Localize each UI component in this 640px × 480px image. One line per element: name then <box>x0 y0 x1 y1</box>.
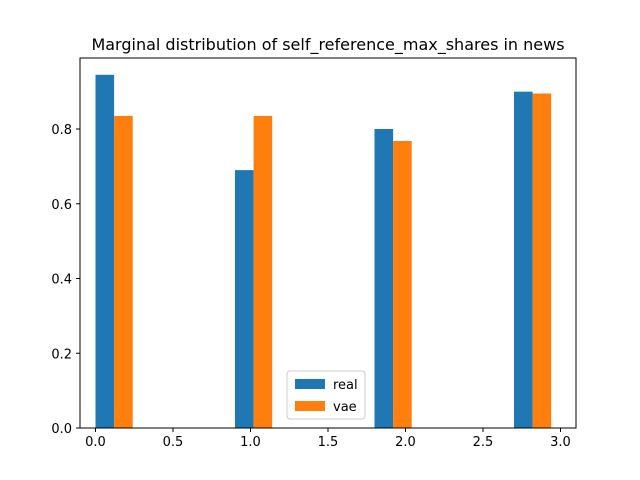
x-tick-label: 2.0 <box>395 435 416 450</box>
bar-real-3 <box>514 91 533 428</box>
legend: real vae <box>286 370 366 420</box>
y-tick-label: 0.0 <box>51 422 72 437</box>
legend-swatch-vae <box>295 401 325 411</box>
bars-group <box>95 74 552 429</box>
bar-real-2 <box>374 129 394 428</box>
y-tick-label: 0.2 <box>51 347 72 362</box>
y-axis: 0.0 0.2 0.4 0.6 0.8 <box>51 123 80 437</box>
x-tick-label: 0.0 <box>85 435 106 450</box>
y-tick-label: 0.8 <box>51 123 72 138</box>
x-axis: 0.0 0.5 1.0 1.5 2.0 2.5 3.0 <box>85 428 571 450</box>
bar-vae-0 <box>114 115 133 429</box>
legend-label-real: real <box>333 378 358 393</box>
bar-real-1 <box>235 170 254 428</box>
bar-vae-3 <box>532 93 552 428</box>
bar-real-0 <box>95 74 115 428</box>
legend-label-vae: vae <box>333 400 357 415</box>
y-tick-label: 0.4 <box>51 273 72 288</box>
x-tick-label: 3.0 <box>550 435 571 450</box>
x-tick-label: 2.5 <box>473 435 494 450</box>
x-tick-label: 1.5 <box>318 435 339 450</box>
x-tick-label: 0.5 <box>163 435 184 450</box>
bar-vae-2 <box>393 140 412 428</box>
chart-title: Marginal distribution of self_reference_… <box>91 35 564 55</box>
bar-vae-1 <box>253 115 273 429</box>
x-tick-label: 1.0 <box>240 435 261 450</box>
y-tick-label: 0.6 <box>51 198 72 213</box>
legend-swatch-real <box>295 379 325 389</box>
